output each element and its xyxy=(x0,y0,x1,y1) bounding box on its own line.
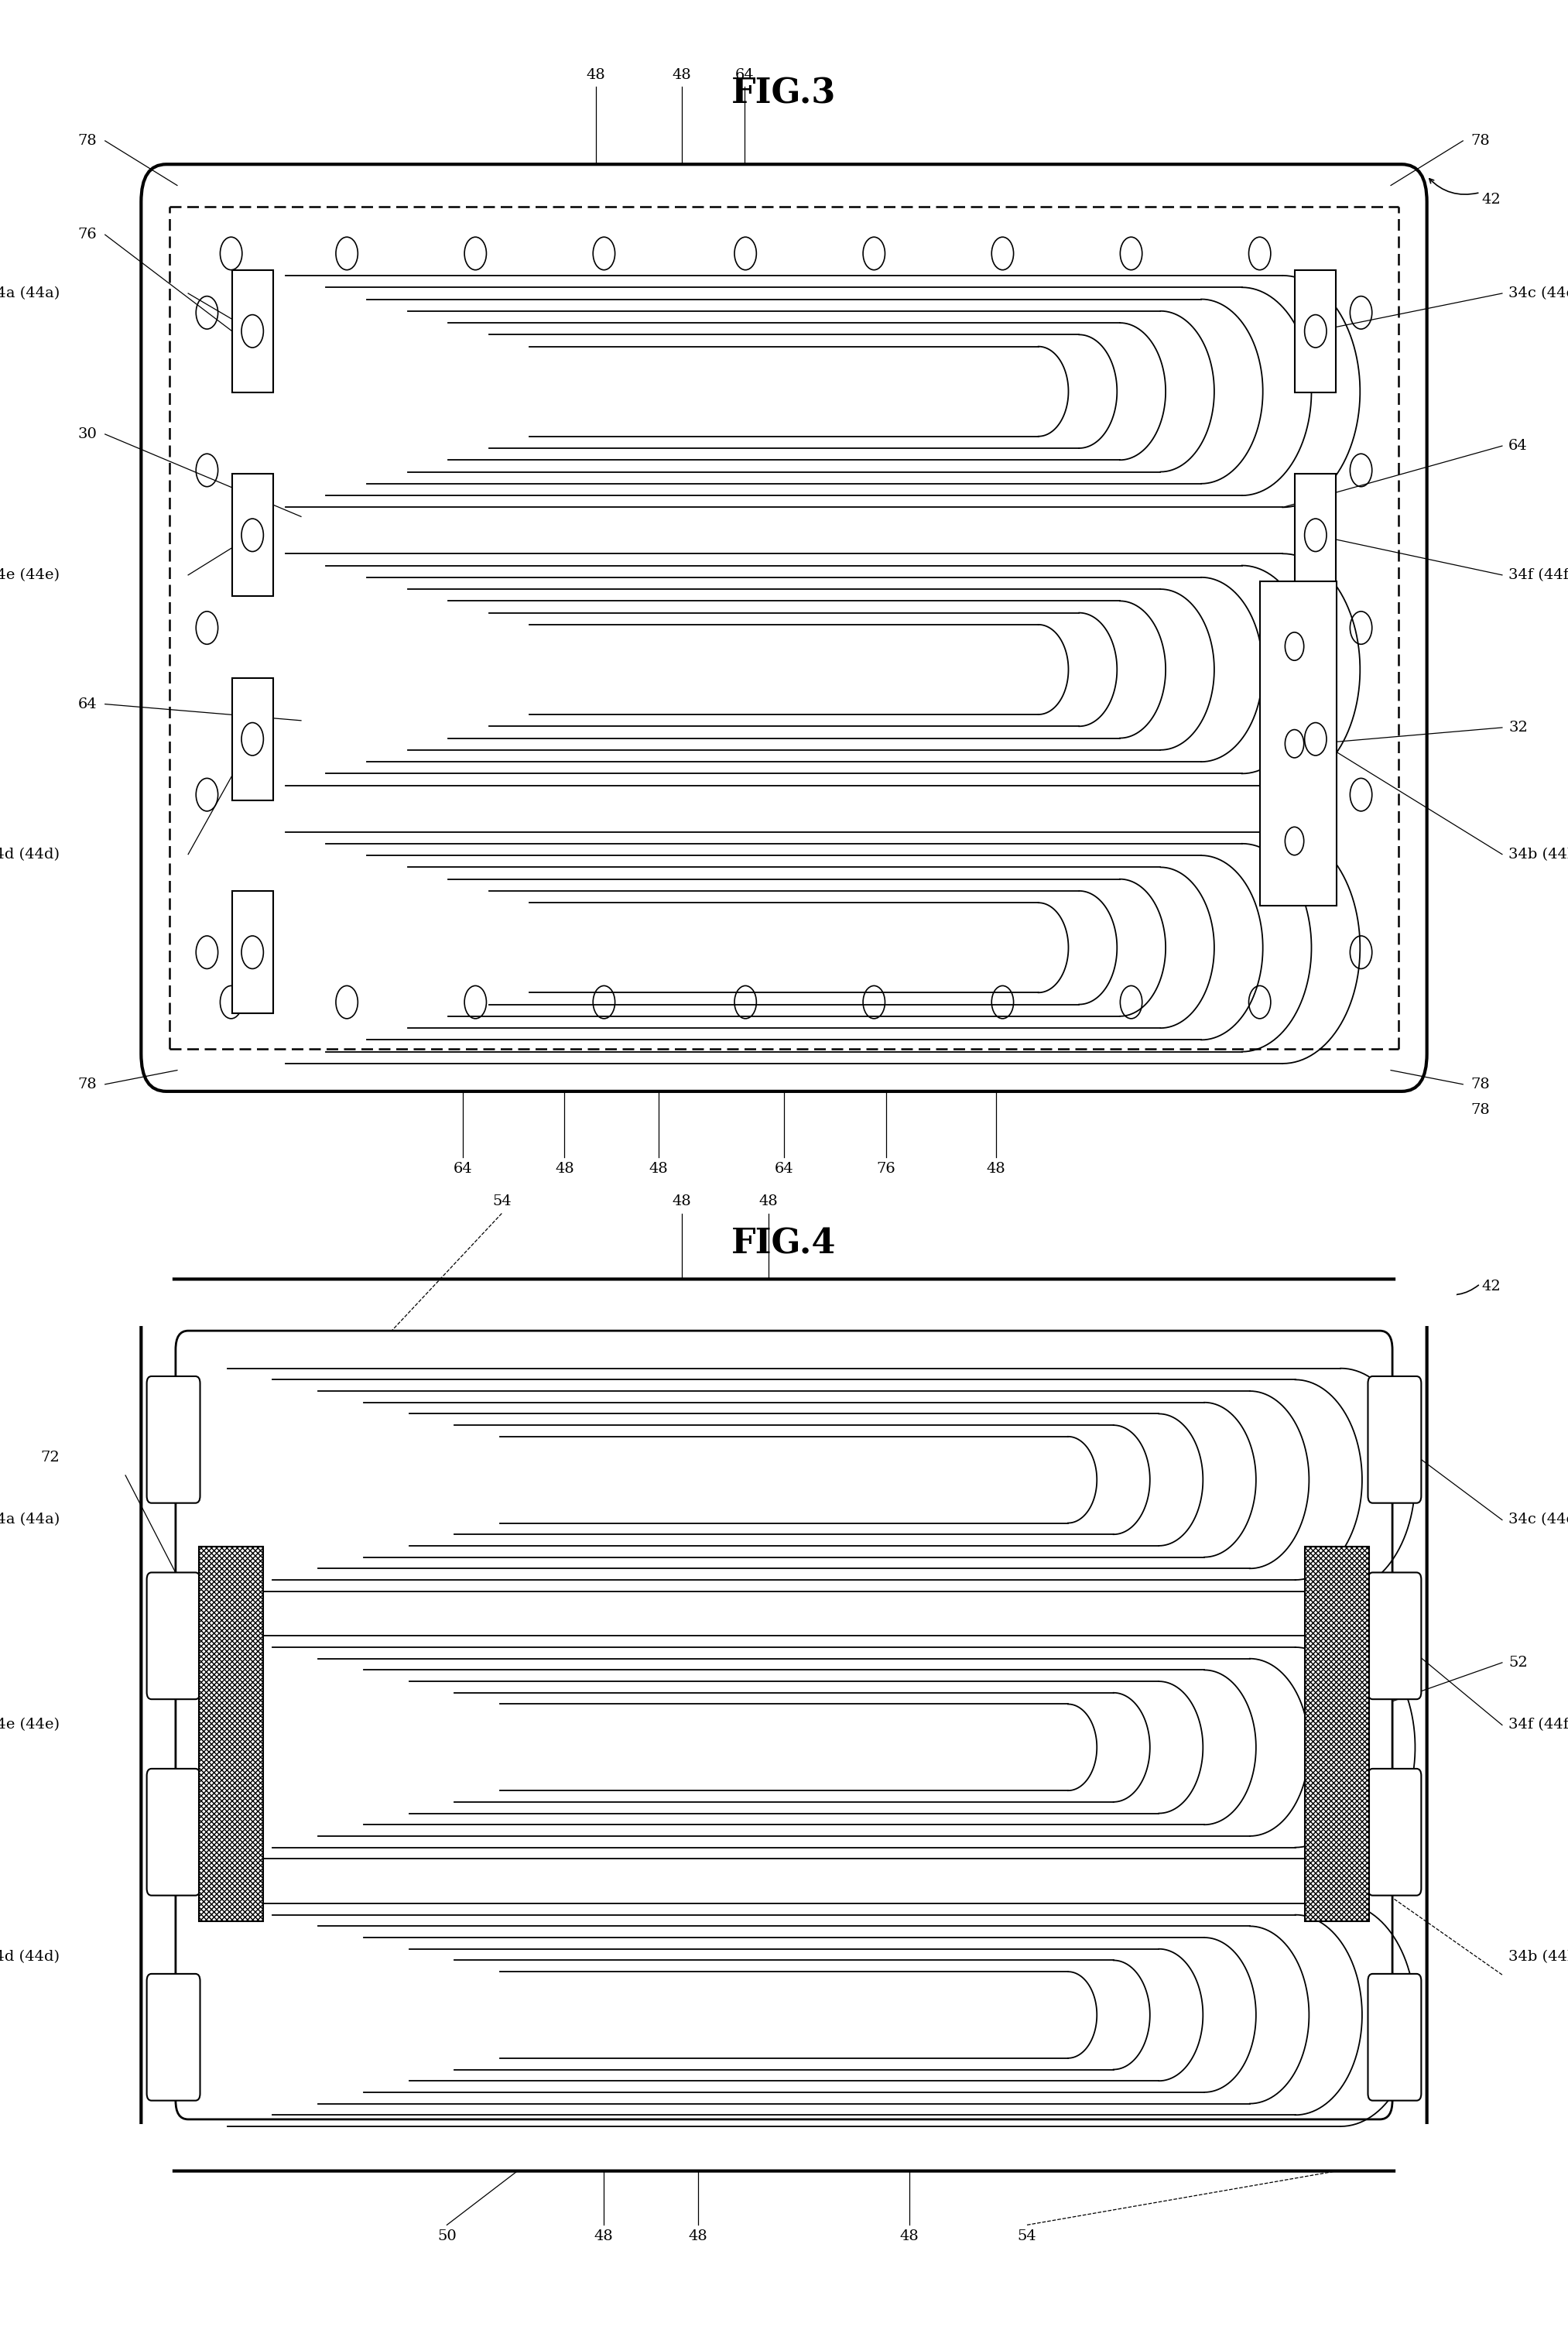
Text: 64: 64 xyxy=(453,1162,472,1176)
Circle shape xyxy=(1396,2124,1458,2218)
Text: 78: 78 xyxy=(78,1077,97,1091)
FancyBboxPatch shape xyxy=(141,164,1427,1091)
Bar xyxy=(232,892,273,1014)
Circle shape xyxy=(110,1232,172,1326)
FancyBboxPatch shape xyxy=(147,1572,201,1699)
Text: 48: 48 xyxy=(759,1195,778,1209)
Text: 48: 48 xyxy=(688,2230,707,2244)
Text: 48: 48 xyxy=(594,2230,613,2244)
Text: 34e (44e): 34e (44e) xyxy=(0,1718,60,1732)
Text: 48: 48 xyxy=(649,1162,668,1176)
Text: 78: 78 xyxy=(1471,1103,1490,1117)
FancyBboxPatch shape xyxy=(1367,1770,1421,1896)
Text: 30: 30 xyxy=(78,427,97,441)
Text: 50: 50 xyxy=(437,2230,456,2244)
Text: 78: 78 xyxy=(1471,134,1490,148)
Text: 42: 42 xyxy=(1482,192,1501,207)
Text: 64: 64 xyxy=(78,697,97,711)
Text: 34f (44f): 34f (44f) xyxy=(1508,568,1568,582)
Text: 34a (44a): 34a (44a) xyxy=(0,286,60,300)
Text: 48: 48 xyxy=(673,1195,691,1209)
Bar xyxy=(232,474,273,596)
Bar xyxy=(232,678,273,800)
FancyBboxPatch shape xyxy=(1367,1974,1421,2101)
Text: 34d (44d): 34d (44d) xyxy=(0,847,60,861)
Text: FIG.3: FIG.3 xyxy=(732,77,836,110)
FancyBboxPatch shape xyxy=(147,1974,201,2101)
Text: 34b (44b): 34b (44b) xyxy=(1508,1950,1568,1964)
Text: 48: 48 xyxy=(555,1162,574,1176)
Text: 32: 32 xyxy=(1508,721,1527,735)
Text: 54: 54 xyxy=(492,1195,511,1209)
Text: 34c (44c): 34c (44c) xyxy=(1508,1514,1568,1528)
Bar xyxy=(1295,474,1336,596)
Text: 48: 48 xyxy=(986,1162,1005,1176)
Bar xyxy=(1259,582,1338,906)
Text: 72: 72 xyxy=(41,1450,60,1465)
Circle shape xyxy=(110,2124,172,2218)
Text: FIG.4: FIG.4 xyxy=(732,1227,836,1260)
FancyBboxPatch shape xyxy=(1367,1572,1421,1699)
Text: 34e (44e): 34e (44e) xyxy=(0,568,60,582)
Text: 76: 76 xyxy=(877,1162,895,1176)
Text: 34d (44d): 34d (44d) xyxy=(0,1950,60,1964)
Text: 42: 42 xyxy=(1482,1279,1501,1293)
FancyBboxPatch shape xyxy=(141,1279,1427,2171)
Text: 48: 48 xyxy=(586,68,605,82)
FancyBboxPatch shape xyxy=(1367,1375,1421,1502)
Text: 64: 64 xyxy=(1508,439,1527,453)
Bar xyxy=(199,1547,263,1922)
Text: 48: 48 xyxy=(673,68,691,82)
Text: 76: 76 xyxy=(78,228,97,242)
Bar xyxy=(232,270,273,392)
Text: 78: 78 xyxy=(1471,1077,1490,1091)
Text: 34a (44a): 34a (44a) xyxy=(0,1514,60,1528)
Text: 78: 78 xyxy=(78,134,97,148)
Bar xyxy=(1295,270,1336,392)
Circle shape xyxy=(1396,1232,1458,1326)
Text: 64: 64 xyxy=(735,68,754,82)
FancyBboxPatch shape xyxy=(147,1770,201,1896)
Text: 34f (44f): 34f (44f) xyxy=(1508,1718,1568,1732)
Text: 64: 64 xyxy=(775,1162,793,1176)
Text: 34c (44c): 34c (44c) xyxy=(1508,286,1568,300)
Text: 54: 54 xyxy=(1018,2230,1036,2244)
FancyBboxPatch shape xyxy=(176,1331,1392,2119)
Text: 48: 48 xyxy=(900,2230,919,2244)
Text: 52: 52 xyxy=(1508,1655,1527,1669)
Text: 34b (44b): 34b (44b) xyxy=(1508,847,1568,861)
Bar xyxy=(1305,1547,1369,1922)
Bar xyxy=(1295,678,1336,800)
FancyBboxPatch shape xyxy=(147,1375,201,1502)
